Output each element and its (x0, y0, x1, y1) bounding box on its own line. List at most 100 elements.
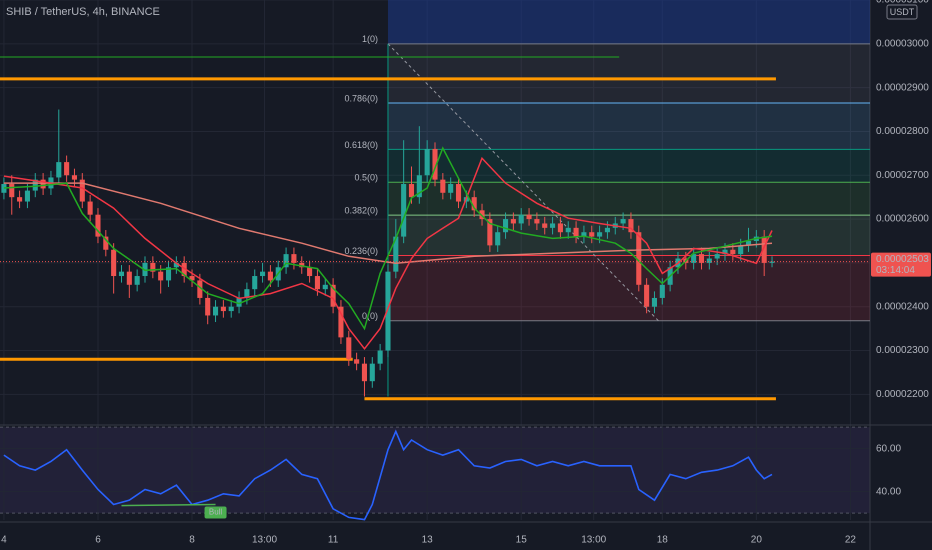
candle-body (440, 179, 446, 193)
candle-body (722, 249, 728, 255)
candle-body (471, 197, 477, 211)
candle-body (424, 148, 430, 176)
y-tick-label: 40.00 (876, 486, 901, 497)
candle-body (205, 297, 211, 316)
candle-body (118, 271, 125, 277)
x-tick-label: 20 (751, 535, 763, 546)
candle-body (158, 271, 164, 281)
x-tick-label: 18 (657, 535, 669, 546)
candle-body (604, 227, 610, 233)
candle-body (322, 284, 328, 290)
candle-body (408, 184, 415, 198)
candle-body (706, 258, 712, 263)
candle-body (220, 306, 226, 312)
candle-body (228, 306, 234, 312)
candle-body (644, 284, 650, 307)
candle-body (173, 262, 179, 268)
fib-zone (387, 149, 870, 183)
candle-body (659, 284, 665, 298)
x-tick-label: 11 (328, 535, 339, 546)
candle-body (589, 232, 595, 237)
candle-body (330, 284, 336, 307)
candle-body (24, 190, 30, 202)
candle-body (487, 219, 493, 246)
candle-body (573, 227, 579, 237)
divergence-line (121, 503, 216, 507)
candle-body (455, 184, 462, 202)
fib-trend (387, 43, 659, 322)
fib-label: 0.786(0) (344, 93, 378, 103)
candle-body (377, 350, 383, 364)
candle-body (87, 201, 93, 215)
y-tick-label: 0.00002700 (876, 170, 929, 181)
candle-body (244, 289, 250, 298)
candle-body (636, 232, 642, 285)
last-price-tag (871, 252, 931, 277)
candle-body (307, 267, 313, 277)
candle-body (361, 363, 368, 382)
candle-body (189, 276, 195, 281)
candle-body (416, 175, 422, 198)
candle-body (401, 184, 407, 237)
candle-body (354, 359, 360, 364)
candle-body (267, 271, 273, 281)
candle-body (56, 162, 62, 178)
fib-zone (387, 43, 870, 103)
fib-zone (387, 102, 870, 150)
moving-average (3, 182, 773, 265)
candle-body (557, 223, 563, 233)
candle-body (534, 219, 540, 224)
candle-body (32, 179, 38, 191)
candle-body (581, 232, 587, 237)
candle-body (432, 148, 438, 180)
candle-body (393, 236, 399, 272)
candle-body (761, 236, 767, 263)
candle-body (346, 337, 352, 360)
candle-body (9, 184, 15, 198)
divergence-tag (204, 506, 227, 519)
candle-body (111, 249, 117, 277)
currency-label: USDT (890, 7, 915, 17)
candle-body (150, 262, 156, 272)
candle-body (479, 210, 485, 220)
candle-body (510, 219, 516, 224)
candle-body (64, 162, 70, 176)
candle-body (518, 214, 524, 224)
candle-body (385, 271, 391, 351)
candle-body (95, 214, 101, 237)
y-tick-label: 0.00003000 (876, 38, 929, 49)
divergence-label: Bull (209, 508, 223, 517)
candle-body (236, 297, 242, 307)
candle-body (40, 179, 46, 189)
candle-body (291, 254, 297, 263)
chart-title: SHIB / TetherUS, 4h, BINANCE (6, 6, 160, 18)
candle-body (197, 280, 203, 298)
y-tick-label: 0.00002600 (876, 214, 929, 225)
candle-body (283, 254, 289, 268)
candle-body (769, 261, 775, 263)
candle-body (550, 223, 556, 228)
candle-body (651, 297, 658, 307)
fib-label: 0.5(0) (354, 173, 378, 183)
candle-body (338, 306, 344, 338)
fib-label: 1(0) (362, 34, 378, 44)
x-tick-label: 4 (1, 535, 7, 546)
candle-body (71, 175, 78, 180)
candle-body (628, 219, 634, 233)
x-tick-label: 15 (516, 535, 528, 546)
candle-body (165, 267, 172, 281)
x-tick-label: 6 (95, 535, 101, 546)
candle-body (730, 249, 736, 255)
last-price-label: 0.00002503 (876, 254, 929, 265)
y-tick-label: 0.00002900 (876, 82, 929, 93)
y-tick-label: 0.00002200 (876, 389, 929, 400)
candle-body (565, 227, 571, 233)
fib-label: 0.618(0) (344, 140, 378, 150)
candle-body (738, 245, 744, 255)
candle-body (134, 276, 140, 285)
candle-body (495, 232, 501, 246)
candle-body (181, 262, 187, 277)
fib-label: 0(0) (362, 311, 378, 321)
